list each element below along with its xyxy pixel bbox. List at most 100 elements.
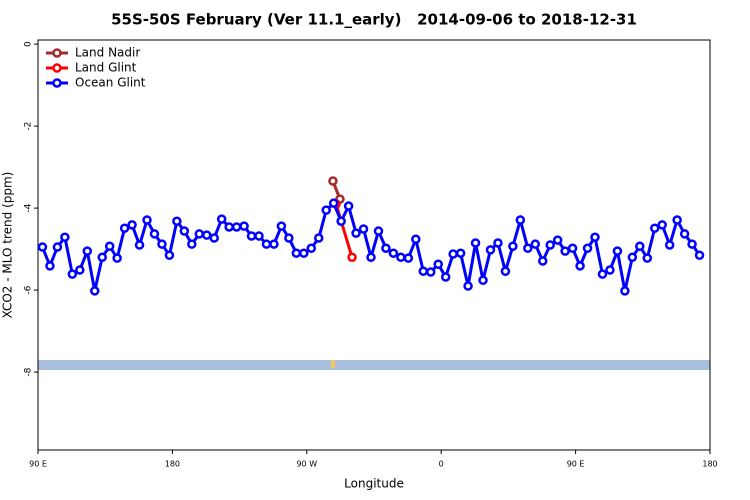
x-tick-label: 180 [702, 460, 717, 469]
data-point [67, 269, 78, 279]
data-point [560, 246, 570, 256]
data-point [149, 229, 160, 239]
data-point [52, 242, 63, 252]
data-point [164, 250, 175, 260]
data-point [231, 222, 242, 232]
data-point [381, 243, 391, 254]
data-point [627, 252, 638, 263]
data-point [328, 176, 338, 186]
data-point [343, 201, 354, 211]
data-point [567, 243, 578, 254]
data-point [269, 239, 279, 249]
data-point [694, 250, 705, 260]
x-tick-label: 90 W [296, 460, 317, 469]
data-point [388, 248, 399, 258]
data-point [605, 265, 615, 275]
data-point [649, 223, 660, 233]
x-axis-label: Longitude [344, 477, 404, 491]
y-tick-label: -6 [24, 285, 34, 294]
data-point [37, 242, 48, 252]
data-point [351, 228, 361, 238]
data-point [575, 261, 585, 271]
data-point [216, 214, 227, 224]
data-point [358, 224, 369, 234]
land-mask-band [38, 360, 710, 370]
data-point [194, 229, 205, 239]
data-point [679, 229, 690, 239]
data-point [134, 240, 145, 250]
legend-marker [52, 48, 62, 58]
data-point [82, 246, 93, 256]
data-point [104, 241, 115, 251]
data-point [328, 198, 339, 208]
data-point [373, 226, 384, 236]
data-point [261, 239, 272, 249]
data-point [60, 232, 70, 242]
data-point [396, 252, 406, 263]
data-point [515, 215, 526, 225]
x-tick-label: 90 E [29, 460, 47, 469]
data-point [500, 266, 511, 276]
data-point [545, 240, 555, 250]
data-point [463, 281, 473, 291]
data-point [224, 222, 234, 232]
land-mask-speck [331, 360, 335, 368]
legend-label: Land Nadir [75, 46, 140, 60]
data-point [284, 233, 294, 243]
data-point [537, 256, 548, 266]
x-tick-label: 0 [439, 460, 444, 469]
data-point [635, 241, 645, 251]
data-point [403, 253, 414, 263]
data-point [254, 231, 264, 241]
data-point [530, 239, 541, 249]
data-point [597, 269, 608, 279]
data-point [687, 239, 697, 249]
data-point [552, 235, 563, 245]
data-point [440, 272, 451, 282]
data-point [672, 215, 682, 225]
data-point [418, 266, 429, 276]
data-point [590, 232, 600, 242]
data-point [582, 243, 593, 254]
data-point [187, 239, 197, 249]
data-point [209, 233, 219, 243]
data-point [172, 216, 182, 226]
data-point [433, 259, 443, 270]
data-point [448, 249, 458, 259]
data-point [97, 252, 107, 263]
y-tick-label: 0 [24, 41, 34, 47]
data-point [45, 261, 55, 271]
data-point [276, 221, 287, 231]
data-point [336, 216, 346, 226]
data-point [455, 248, 466, 258]
y-tick-label: -8 [24, 367, 34, 376]
data-point [470, 238, 481, 248]
legend-label: Land Glint [75, 61, 137, 75]
data-point [321, 205, 331, 215]
legend-label: Ocean Glint [75, 76, 146, 90]
data-point [119, 223, 130, 233]
y-tick-label: -4 [24, 203, 34, 212]
data-point [306, 243, 317, 254]
data-point [664, 240, 675, 250]
data-point [201, 230, 212, 240]
x-tick-label: 90 E [567, 460, 585, 469]
x-tick-label: 180 [165, 460, 180, 469]
data-point [299, 248, 309, 258]
data-point [313, 233, 324, 243]
data-point [485, 245, 496, 255]
data-point [620, 286, 630, 296]
data-point [478, 275, 488, 286]
data-point [112, 253, 122, 263]
data-point [157, 239, 167, 249]
data-point [411, 234, 421, 245]
data-point [142, 215, 152, 225]
legend-marker [52, 63, 62, 73]
y-tick-label: -2 [24, 122, 34, 131]
data-point [366, 252, 376, 263]
data-point [642, 253, 653, 263]
data-point [179, 226, 190, 236]
data-point [508, 241, 518, 251]
data-point [75, 265, 85, 275]
